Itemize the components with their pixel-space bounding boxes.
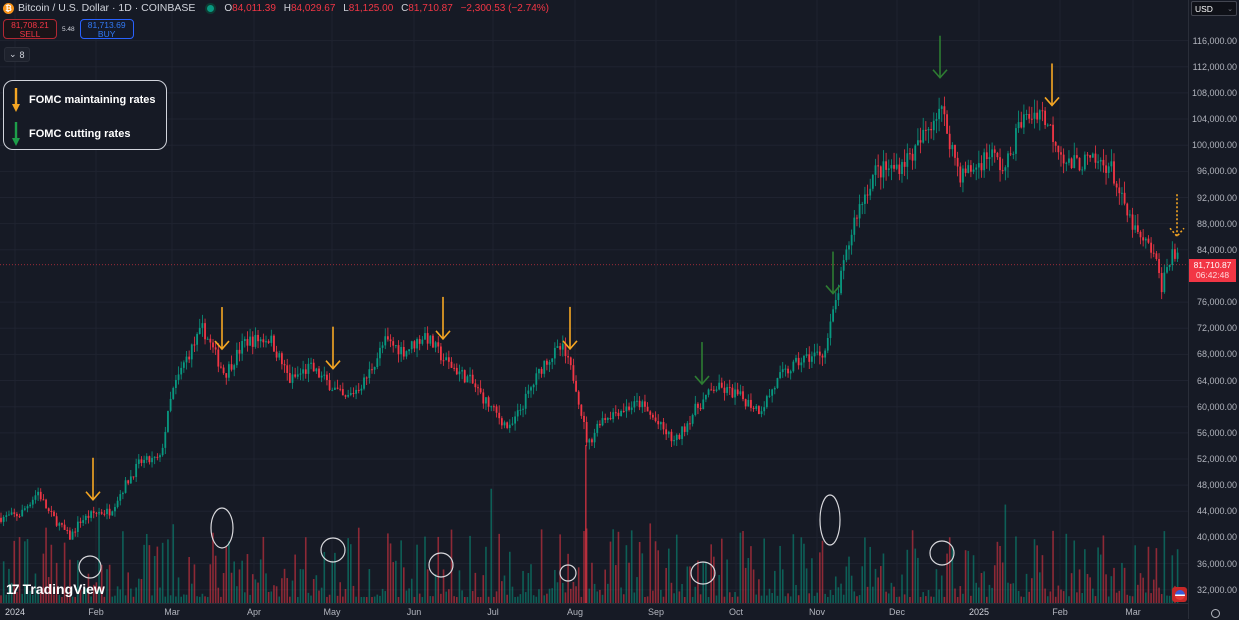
price-tick-label: 64,000.00 (1196, 375, 1237, 386)
time-tick-label: Jun (406, 607, 422, 617)
buy-button[interactable]: 81,713.69 BUY (79, 19, 134, 39)
price-chart[interactable] (0, 0, 1188, 603)
time-tick-label: Oct (728, 607, 744, 617)
trade-panel: 81,708.21 SELL 5.48 81,713.69 BUY (3, 19, 134, 39)
price-tick-label: 44,000.00 (1196, 506, 1237, 517)
time-tick-label: May (323, 607, 341, 617)
chevron-down-icon: ⌄ (1227, 5, 1233, 13)
price-tick-label: 108,000.00 (1191, 87, 1237, 98)
bar-countdown: 06:42:48 (1195, 270, 1230, 280)
last-price-tag: 81,710.87 06:42:48 (1189, 259, 1236, 282)
price-tick-label: 104,000.00 (1191, 114, 1237, 125)
ohlc-values: O84,011.39 H84,029.67 L81,125.00 C81,710… (224, 2, 549, 14)
spread-value: 5.48 (62, 25, 75, 33)
price-tick-label: 88,000.00 (1196, 218, 1237, 229)
time-tick-label: Feb (88, 607, 104, 617)
price-tick-label: 48,000.00 (1196, 480, 1237, 491)
time-tick-label: Mar (1125, 607, 1141, 617)
time-tick-label: Nov (808, 607, 826, 617)
price-tick-label: 32,000.00 (1196, 584, 1237, 595)
time-tick-label: Sep (647, 607, 665, 617)
price-axis[interactable]: 116,000.00 112,000.00 108,000.00 104,000.00… (1188, 0, 1239, 619)
time-tick-label: 2024 (4, 607, 26, 617)
time-tick-label: Apr (246, 607, 262, 617)
time-tick-label: Aug (566, 607, 584, 617)
time-tick-label: Mar (164, 607, 180, 617)
bitcoin-icon: ₿ (3, 2, 14, 14)
time-tick-label: 2025 (968, 607, 990, 617)
legend-box: FOMC maintaining rates FOMC cutting rate… (3, 80, 167, 150)
tradingview-logo[interactable]: 17 TradingView (6, 581, 105, 597)
price-tick-label: 112,000.00 (1192, 61, 1237, 72)
legend-item-cutting: FOMC cutting rates (11, 121, 130, 147)
price-tick-label: 76,000.00 (1196, 297, 1237, 308)
change-value: −2,300.53 (−2.74%) (460, 2, 549, 14)
settings-gear-icon[interactable] (1211, 609, 1220, 618)
tradingview-logo-icon: 17 (6, 581, 20, 597)
orange-down-arrow-icon (12, 88, 20, 112)
price-tick-label: 60,000.00 (1196, 401, 1237, 412)
indicators-toggle-button[interactable]: ⌄ 8 (4, 47, 30, 62)
price-tick-label: 100,000.00 (1191, 140, 1237, 151)
time-tick-label: Dec (888, 607, 906, 617)
sell-button[interactable]: 81,708.21 SELL (3, 19, 57, 39)
time-axis[interactable]: 2024 Feb Mar Apr May Jun Jul Aug Sep Oct Nov Dec 202… (0, 603, 1188, 620)
green-down-arrow-icon (12, 122, 20, 146)
legend-item-maintaining: FOMC maintaining rates (11, 87, 156, 113)
currency-select[interactable]: USD ⌄ (1191, 1, 1237, 16)
price-tick-label: 96,000.00 (1196, 166, 1237, 177)
price-tick-label: 68,000.00 (1196, 349, 1237, 360)
price-tick-label: 72,000.00 (1196, 323, 1237, 334)
market-open-status-icon (207, 4, 215, 12)
time-tick-label: Feb (1052, 607, 1068, 617)
symbol-header: ₿ Bitcoin / U.S. Dollar · 1D · COINBASE … (3, 1, 554, 15)
price-tick-label: 36,000.00 (1196, 558, 1237, 569)
price-tick-label: 52,000.00 (1196, 454, 1237, 464)
symbol-title[interactable]: Bitcoin / U.S. Dollar · 1D · COINBASE (18, 2, 196, 14)
chevron-down-icon: ⌄ (9, 49, 17, 59)
price-tick-label: 56,000.00 (1196, 427, 1237, 438)
price-tick-label: 116,000.00 (1192, 35, 1237, 46)
price-tick-label: 40,000.00 (1196, 532, 1237, 543)
time-tick-label: Jul (487, 607, 499, 617)
us-economic-event-flag-icon[interactable] (1172, 587, 1187, 602)
price-tick-label: 84,000.00 (1196, 244, 1237, 255)
price-tick-label: 92,000.00 (1196, 192, 1237, 203)
